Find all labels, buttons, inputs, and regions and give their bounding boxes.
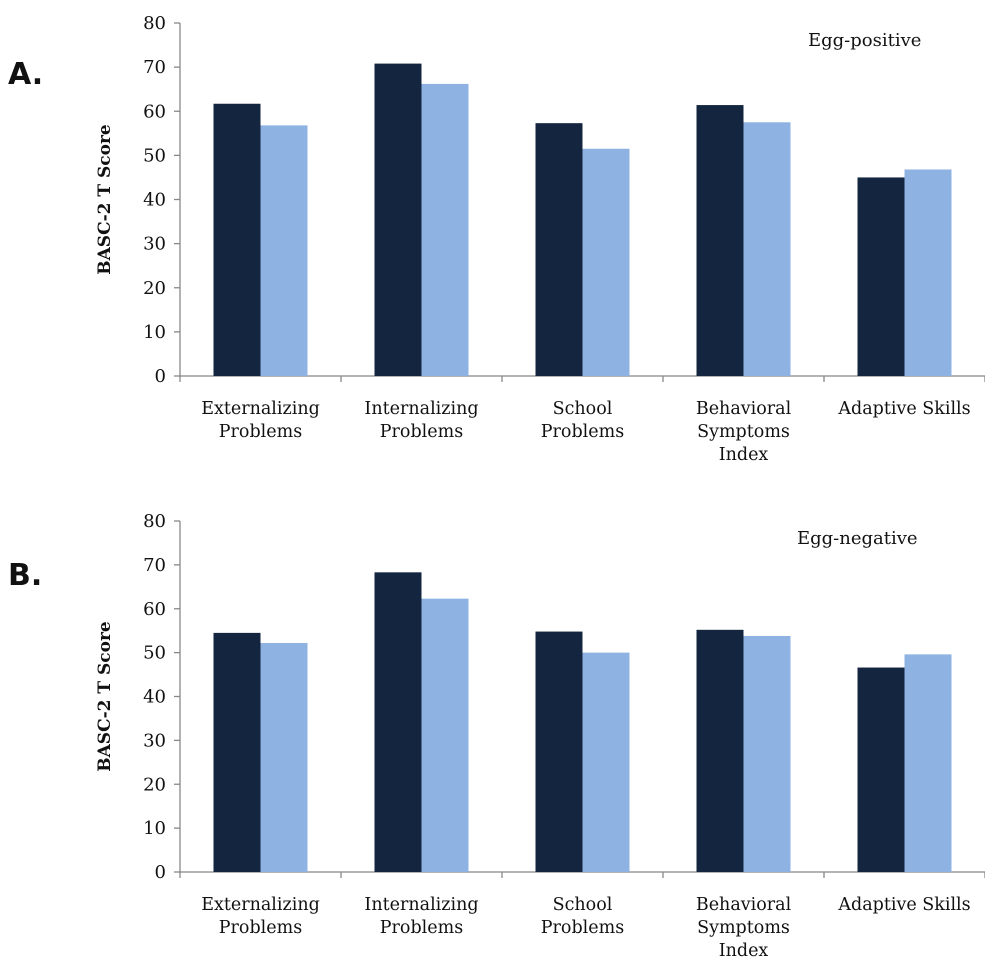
chart-0-x-category-label: Internalizing (364, 399, 478, 419)
chart-0-x-category-label: Index (719, 445, 769, 465)
chart-1-x-category-label: Index (719, 941, 769, 961)
chart-0-bar-series-2 (582, 148, 630, 376)
chart-1-panel-label: B. (8, 558, 42, 593)
chart-1-annotation: Egg-negative (797, 528, 918, 549)
chart-0-bar-series-1 (535, 123, 583, 376)
chart-1-bar-series-2 (582, 652, 630, 872)
chart-1-bar-series-2 (260, 642, 308, 872)
chart-0-x-category-label: Problems (541, 422, 624, 442)
chart-0-y-tick-label: 0 (155, 366, 166, 387)
chart-0-panel-label: A. (8, 57, 43, 92)
chart-0-y-tick-label: 50 (143, 145, 166, 166)
chart-1-bar-series-1 (213, 632, 261, 872)
chart-1-y-tick-label: 0 (155, 862, 166, 883)
chart-1-x-category-label: Problems (219, 918, 302, 938)
chart-1-bar-series-1 (857, 667, 905, 872)
chart-1-y-tick-label: 50 (143, 643, 166, 664)
chart-0-x-category-label: Behavioral (696, 399, 792, 419)
chart-1-y-tick-label: 30 (143, 730, 166, 751)
chart-0-bar-series-2 (421, 83, 469, 376)
chart-1-x-category-label: Behavioral (696, 895, 792, 915)
chart-1-x-category-label: Problems (380, 918, 463, 938)
chart-0-y-tick-label: 20 (143, 278, 166, 299)
chart-1-y-tick-label: 70 (143, 555, 166, 576)
chart-1-y-tick-label: 20 (143, 774, 166, 795)
chart-0-x-category-label: Externalizing (201, 399, 320, 419)
chart-1-bar-series-1 (374, 572, 422, 872)
chart-1-y-tick-label: 40 (143, 687, 166, 708)
chart-0-bar-series-1 (696, 105, 744, 376)
chart-0-y-axis-title: BASC-2 T Score (95, 124, 115, 275)
chart-0-y-tick-label: 10 (143, 322, 166, 343)
chart-1-x-category-label: Internalizing (364, 895, 478, 915)
chart-1-x-category-label: Problems (541, 918, 624, 938)
chart-0-x-category-label: School (553, 399, 613, 419)
chart-1-bar-series-2 (421, 598, 469, 872)
chart-1-bar-series-1 (535, 631, 583, 872)
chart-1-x-category-label: School (553, 895, 613, 915)
chart-1-x-category-label: Symptoms (697, 918, 790, 938)
chart-1-bar-series-2 (904, 654, 952, 872)
chart-0-x-category-label: Problems (380, 422, 463, 442)
chart-0-x-category-label: Problems (219, 422, 302, 442)
chart-0-annotation: Egg-positive (808, 30, 921, 51)
chart-0-y-tick-label: 70 (143, 57, 166, 78)
chart-0-y-tick-label: 80 (143, 13, 166, 34)
chart-1-y-axis-title: BASC-2 T Score (95, 621, 115, 772)
chart-0-y-tick-label: 60 (143, 101, 166, 122)
chart-0-bar-series-1 (374, 63, 422, 376)
chart-0-bar-series-2 (743, 122, 791, 376)
chart-0-y-tick-label: 30 (143, 234, 166, 255)
chart-0-bar-series-1 (213, 103, 261, 376)
chart-1-bar-series-2 (743, 635, 791, 872)
chart-0-bar-series-1 (857, 177, 905, 376)
chart-1-x-category-label: Externalizing (201, 895, 320, 915)
chart-1-y-tick-label: 80 (143, 511, 166, 532)
chart-1-y-tick-label: 10 (143, 818, 166, 839)
chart-0-x-category-label: Symptoms (697, 422, 790, 442)
chart-0-bar-series-2 (904, 169, 952, 376)
chart-0-y-tick-label: 40 (143, 190, 166, 211)
chart-0-bar-series-2 (260, 125, 308, 377)
chart-0-x-category-label: Adaptive Skills (837, 399, 970, 419)
chart-1-y-tick-label: 60 (143, 599, 166, 620)
chart-1-bar-series-1 (696, 629, 744, 872)
chart-1-x-category-label: Adaptive Skills (837, 895, 970, 915)
